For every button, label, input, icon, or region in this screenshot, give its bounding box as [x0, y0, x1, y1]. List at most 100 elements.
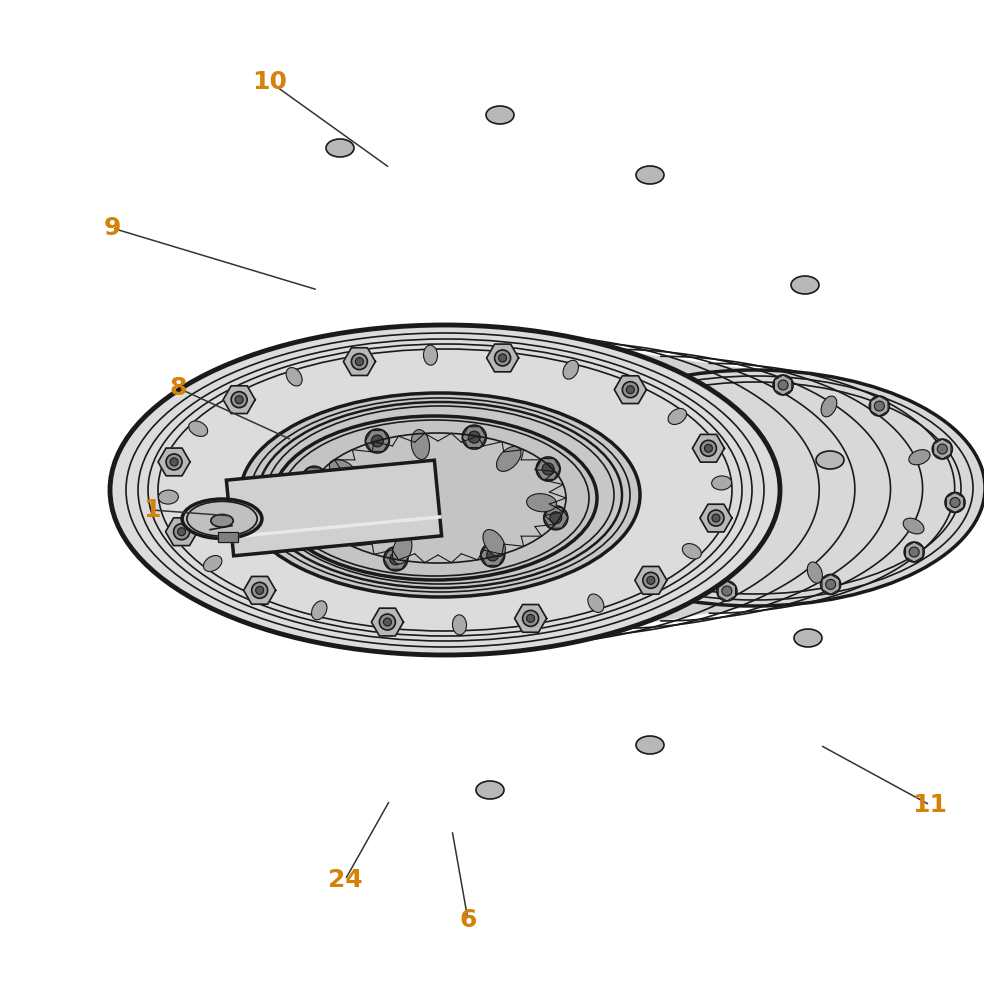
Polygon shape [226, 460, 442, 556]
Ellipse shape [525, 370, 984, 606]
Ellipse shape [526, 494, 557, 512]
Polygon shape [905, 542, 923, 562]
Ellipse shape [932, 439, 953, 459]
Ellipse shape [945, 492, 965, 512]
Polygon shape [635, 566, 667, 594]
Polygon shape [546, 464, 564, 484]
Ellipse shape [310, 515, 334, 539]
Polygon shape [934, 439, 951, 459]
Ellipse shape [950, 497, 960, 507]
Ellipse shape [326, 139, 354, 157]
Ellipse shape [166, 454, 182, 470]
Polygon shape [165, 518, 198, 546]
Ellipse shape [273, 416, 597, 580]
Ellipse shape [909, 450, 930, 465]
Ellipse shape [182, 499, 262, 539]
Text: 8: 8 [169, 376, 187, 400]
Ellipse shape [643, 572, 659, 588]
Ellipse shape [821, 396, 836, 417]
Ellipse shape [707, 510, 724, 526]
Ellipse shape [365, 429, 390, 453]
Text: 1: 1 [144, 498, 160, 522]
Ellipse shape [499, 354, 507, 362]
Ellipse shape [674, 387, 684, 397]
Ellipse shape [423, 345, 438, 365]
Ellipse shape [626, 565, 636, 575]
Ellipse shape [909, 547, 919, 557]
Polygon shape [693, 434, 724, 462]
Polygon shape [445, 325, 984, 655]
Ellipse shape [523, 610, 538, 626]
Ellipse shape [622, 382, 639, 398]
Polygon shape [718, 581, 736, 601]
Ellipse shape [536, 457, 560, 481]
Ellipse shape [646, 576, 654, 584]
Ellipse shape [468, 431, 480, 443]
Ellipse shape [701, 440, 716, 456]
Ellipse shape [903, 518, 924, 534]
Ellipse shape [636, 166, 664, 184]
Ellipse shape [773, 375, 793, 395]
Ellipse shape [308, 472, 320, 484]
Ellipse shape [476, 781, 504, 799]
Ellipse shape [821, 574, 840, 594]
Polygon shape [559, 517, 577, 537]
Ellipse shape [688, 393, 703, 414]
Ellipse shape [453, 615, 466, 635]
Polygon shape [700, 504, 732, 532]
Ellipse shape [669, 382, 690, 402]
Polygon shape [343, 348, 376, 375]
Ellipse shape [816, 451, 844, 469]
Ellipse shape [483, 530, 506, 556]
Polygon shape [671, 382, 688, 402]
Ellipse shape [252, 582, 268, 598]
Ellipse shape [497, 446, 521, 471]
Ellipse shape [486, 106, 514, 124]
Ellipse shape [204, 556, 222, 572]
Ellipse shape [189, 421, 208, 436]
Ellipse shape [722, 586, 732, 596]
Ellipse shape [177, 528, 186, 536]
Ellipse shape [487, 549, 499, 561]
Polygon shape [822, 574, 839, 594]
Ellipse shape [791, 276, 819, 294]
Polygon shape [244, 576, 276, 604]
Ellipse shape [586, 442, 607, 458]
Polygon shape [158, 448, 190, 476]
Ellipse shape [590, 419, 601, 429]
Ellipse shape [330, 460, 357, 481]
Ellipse shape [411, 430, 430, 459]
Ellipse shape [173, 524, 190, 540]
Ellipse shape [380, 614, 396, 630]
Ellipse shape [355, 358, 363, 366]
Ellipse shape [550, 469, 560, 479]
Polygon shape [871, 396, 888, 416]
Ellipse shape [393, 535, 412, 564]
Polygon shape [371, 608, 403, 636]
Text: 24: 24 [328, 868, 362, 892]
Ellipse shape [211, 514, 233, 527]
Ellipse shape [673, 559, 689, 580]
Polygon shape [218, 532, 238, 542]
Ellipse shape [371, 435, 384, 447]
Ellipse shape [545, 464, 565, 484]
Ellipse shape [621, 560, 641, 580]
Ellipse shape [938, 444, 948, 454]
Ellipse shape [826, 579, 835, 589]
Polygon shape [774, 375, 792, 395]
Text: 9: 9 [103, 216, 121, 240]
Polygon shape [614, 376, 646, 404]
Text: 11: 11 [912, 793, 948, 817]
Ellipse shape [286, 368, 302, 386]
Ellipse shape [712, 514, 720, 522]
Polygon shape [587, 414, 604, 434]
Ellipse shape [170, 458, 178, 466]
Ellipse shape [585, 414, 606, 434]
Ellipse shape [542, 463, 554, 475]
Ellipse shape [558, 517, 578, 537]
Ellipse shape [302, 466, 327, 490]
Ellipse shape [875, 401, 885, 411]
Ellipse shape [563, 360, 579, 379]
Ellipse shape [526, 614, 534, 622]
Ellipse shape [231, 392, 247, 408]
